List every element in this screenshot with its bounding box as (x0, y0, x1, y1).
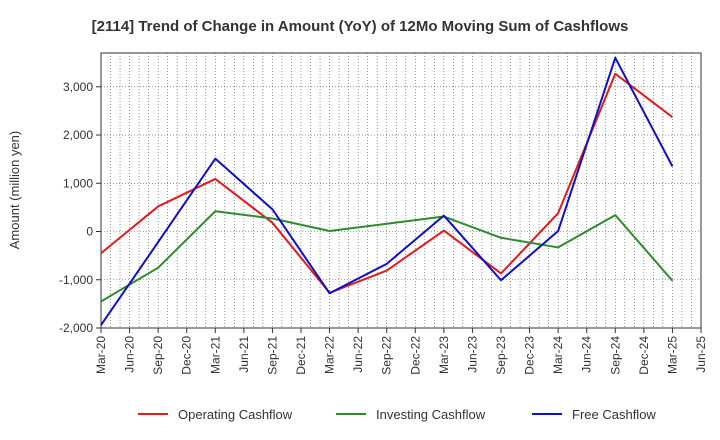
legend-label: Investing Cashflow (376, 407, 486, 422)
legend: Operating Cashflow Investing Cashflow Free… (138, 407, 656, 422)
y-tick-label: 0 (86, 225, 93, 239)
chart-title: [2114] Trend of Change in Amount (YoY) o… (92, 18, 629, 35)
x-tick-label: Mar-20 (94, 336, 108, 374)
x-tick-label: Jun-23 (465, 336, 479, 373)
x-tick-label: Mar-21 (208, 336, 222, 374)
series-lines (100, 56, 674, 326)
x-tick-label: Jun-20 (123, 336, 137, 373)
x-axis-ticks: Mar-20 Jun-20 Sep-20 Dec-20 Mar-21 Jun-21 Sep-… (94, 328, 708, 375)
x-tick-label: Sep-23 (494, 336, 508, 375)
x-tick-label: Jun-22 (351, 336, 365, 373)
x-tick-label: Mar-23 (437, 336, 451, 374)
x-tick-label: Sep-21 (265, 336, 279, 375)
x-tick-label: Jun-21 (237, 336, 251, 373)
x-tick-label: Sep-24 (608, 336, 622, 375)
y-tick-label: 3,000 (63, 80, 93, 94)
x-tick-label: Dec-20 (180, 336, 194, 375)
series-line (100, 210, 674, 303)
grid-lines (101, 53, 701, 329)
y-axis-ticks: -2,000 -1,000 0 1,000 2,000 3,000 (59, 80, 101, 335)
x-tick-label: Sep-22 (380, 336, 394, 375)
y-tick-label: -2,000 (59, 321, 93, 335)
y-tick-label: 1,000 (63, 176, 93, 190)
x-tick-label: Mar-22 (323, 336, 337, 374)
x-tick-label: Sep-20 (151, 336, 165, 375)
x-tick-label: Dec-21 (294, 336, 308, 375)
series-line (100, 56, 674, 326)
y-tick-label: -1,000 (59, 273, 93, 287)
y-tick-label: 2,000 (63, 128, 93, 142)
x-tick-label: Dec-23 (523, 336, 537, 375)
x-tick-label: Mar-24 (551, 336, 565, 374)
legend-label: Free Cashflow (572, 407, 656, 422)
legend-label: Operating Cashflow (178, 407, 293, 422)
y-axis-label: Amount (million yen) (7, 131, 22, 250)
x-tick-label: Jun-25 (694, 336, 708, 373)
x-tick-label: Jun-24 (580, 336, 594, 373)
x-tick-label: Dec-24 (637, 336, 651, 375)
x-tick-label: Mar-25 (665, 336, 679, 374)
x-tick-label: Dec-22 (408, 336, 422, 375)
